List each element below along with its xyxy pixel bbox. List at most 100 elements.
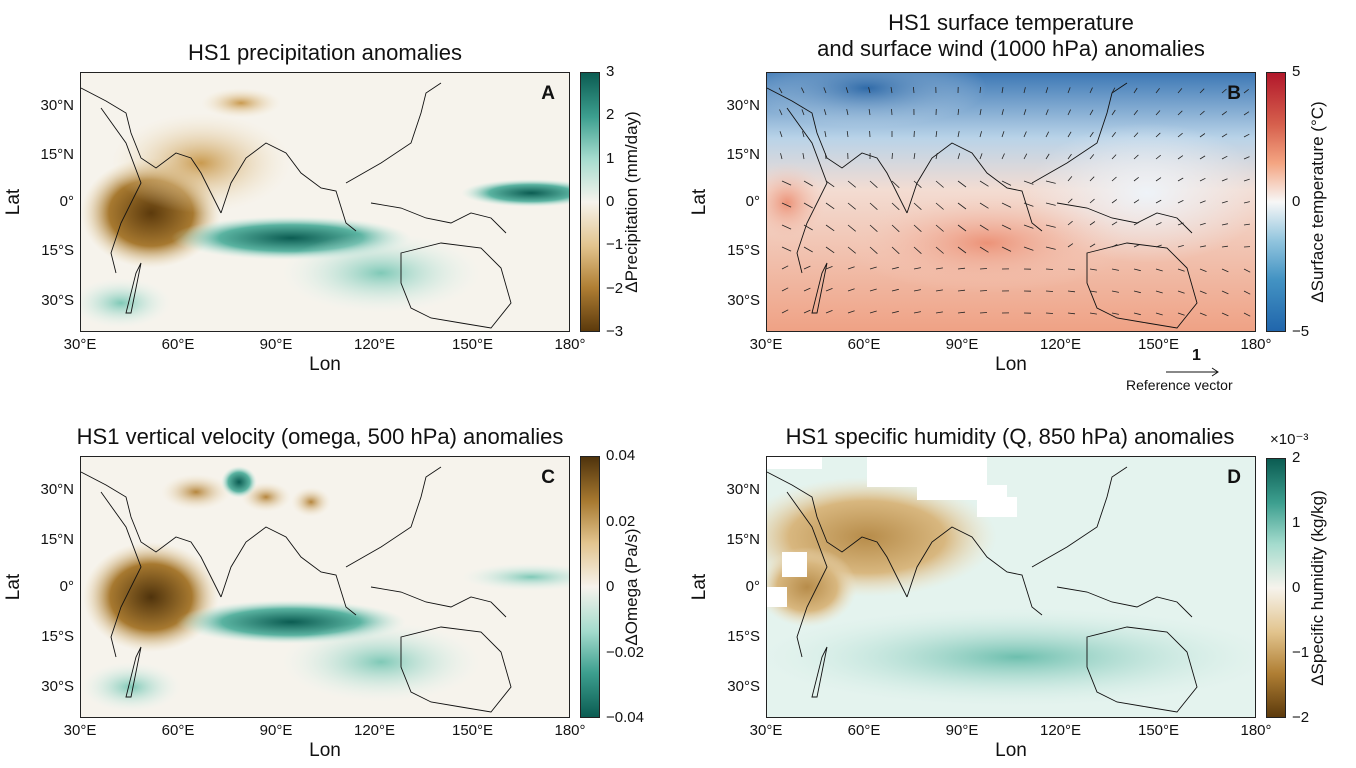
colorbar-c xyxy=(580,456,600,718)
coastline xyxy=(81,82,512,329)
wind-arrow xyxy=(803,180,813,187)
wind-arrow xyxy=(957,311,966,314)
wind-arrow xyxy=(891,288,899,292)
colorbar-tick-label: −2 xyxy=(606,279,624,297)
wind-arrow xyxy=(913,180,922,188)
wind-arrow xyxy=(825,266,833,270)
wind-arrow xyxy=(1045,180,1056,184)
wind-arrow xyxy=(1001,87,1004,94)
colorbar-tick-label: 2 xyxy=(606,106,615,124)
map-canvas xyxy=(81,73,569,331)
colorbar-tick-label: −0.02 xyxy=(606,643,644,661)
lon-tick-label: 60°E xyxy=(847,336,881,353)
colorbar-tick-label: −5 xyxy=(1292,323,1310,340)
wind-arrow xyxy=(979,246,989,253)
wind-arrow xyxy=(1221,223,1228,226)
wind-arrow xyxy=(935,153,938,160)
wind-arrow xyxy=(1111,268,1119,271)
wind-arrow xyxy=(1111,87,1116,94)
wind-arrow xyxy=(825,288,833,292)
wind-arrow xyxy=(1001,246,1012,252)
wind-arrow xyxy=(801,109,805,116)
x-axis-label: Lon xyxy=(309,354,341,375)
lon-tick-label: 120°E xyxy=(1040,722,1082,739)
wind-arrow xyxy=(1243,133,1250,138)
x-axis-label: Lon xyxy=(995,740,1027,761)
wind-arrow xyxy=(1177,177,1184,182)
wind-arrow xyxy=(1045,131,1050,138)
colorbar-tick-label: 0 xyxy=(606,193,615,210)
wind-arrow xyxy=(1111,199,1118,204)
colorbar-tick-label: 0 xyxy=(1292,579,1301,596)
wind-arrow xyxy=(1089,268,1097,271)
lat-tick-label: 30°S xyxy=(41,291,74,309)
wind-arrow xyxy=(1177,290,1185,294)
colorbar-a xyxy=(580,72,600,332)
wind-arrow xyxy=(1133,87,1138,94)
wind-arrow xyxy=(1023,109,1027,116)
lon-tick-label: 150°E xyxy=(452,336,494,353)
wind-arrow xyxy=(825,224,835,232)
lon-tick-label: 120°E xyxy=(1040,336,1082,353)
wind-arrow xyxy=(1067,312,1076,315)
wind-arrow xyxy=(1221,178,1228,182)
panel-title: HS1 vertical velocity (omega, 500 hPa) a… xyxy=(76,424,564,449)
wind-arrow xyxy=(825,180,835,188)
lon-tick-label: 120°E xyxy=(354,722,396,739)
wind-arrow xyxy=(847,202,856,210)
wind-arrow xyxy=(1089,154,1095,160)
wind-arrow xyxy=(1111,132,1117,138)
wind-arrow xyxy=(913,311,921,314)
wind-arrow xyxy=(935,246,944,254)
colorbar-tick-label: −2 xyxy=(1292,709,1310,726)
colorbar-tick-label: 1 xyxy=(606,149,615,167)
panel-title: HS1 precipitation anomalies xyxy=(188,40,462,65)
wind-arrow xyxy=(824,152,827,160)
wind-arrow xyxy=(1133,176,1139,182)
wind-arrow xyxy=(1243,223,1250,226)
wind-arrow xyxy=(1243,111,1250,116)
lon-tick-label: 60°E xyxy=(161,336,195,353)
wind-arrow xyxy=(823,109,827,116)
wind-arrow xyxy=(935,224,944,232)
wind-arrow xyxy=(868,109,871,116)
wind-arrow xyxy=(1067,176,1073,182)
lon-tick-label: 150°E xyxy=(1138,722,1180,739)
wind-arrow xyxy=(1067,131,1072,138)
wind-arrow xyxy=(1133,221,1140,226)
wind-arrow xyxy=(1133,199,1140,204)
wind-arrow xyxy=(913,224,922,232)
missing-data-mask xyxy=(767,457,1017,607)
wind-arrow xyxy=(825,202,835,210)
lon-tick-label: 60°E xyxy=(847,722,881,739)
wind-arrow xyxy=(1155,268,1163,272)
wind-arrow xyxy=(1243,201,1250,204)
y-axis-label: Lat xyxy=(689,573,710,601)
wind-arrow xyxy=(1001,180,1012,186)
wind-arrow xyxy=(847,310,855,314)
wind-arrow xyxy=(803,224,813,231)
wind-arrow xyxy=(979,224,989,231)
wind-arrow xyxy=(779,109,783,116)
wind-arrow xyxy=(1045,224,1056,228)
lon-tick-label: 30°E xyxy=(749,722,783,739)
wind-arrow xyxy=(1133,268,1141,272)
wind-arrow xyxy=(891,152,893,160)
wind-arrow xyxy=(1045,268,1054,270)
map-canvas xyxy=(81,457,569,717)
wind-arrow xyxy=(869,224,878,232)
colorbar-exponent: ×10⁻³ xyxy=(1270,431,1309,448)
panel-letter: A xyxy=(541,83,555,104)
lon-tick-label: 120°E xyxy=(354,336,396,353)
wind-arrow xyxy=(847,224,856,232)
wind-arrow xyxy=(781,287,789,292)
x-axis-label: Lon xyxy=(309,740,341,761)
wind-arrow xyxy=(979,131,982,138)
wind-arrow xyxy=(1111,109,1116,116)
wind-arrow xyxy=(1243,268,1251,273)
lat-tick-label: 15°N xyxy=(726,530,760,548)
wind-arrow xyxy=(1045,312,1054,314)
panel-letter: D xyxy=(1227,467,1241,488)
wind-arrow xyxy=(781,265,789,270)
wind-arrow xyxy=(1111,176,1117,182)
